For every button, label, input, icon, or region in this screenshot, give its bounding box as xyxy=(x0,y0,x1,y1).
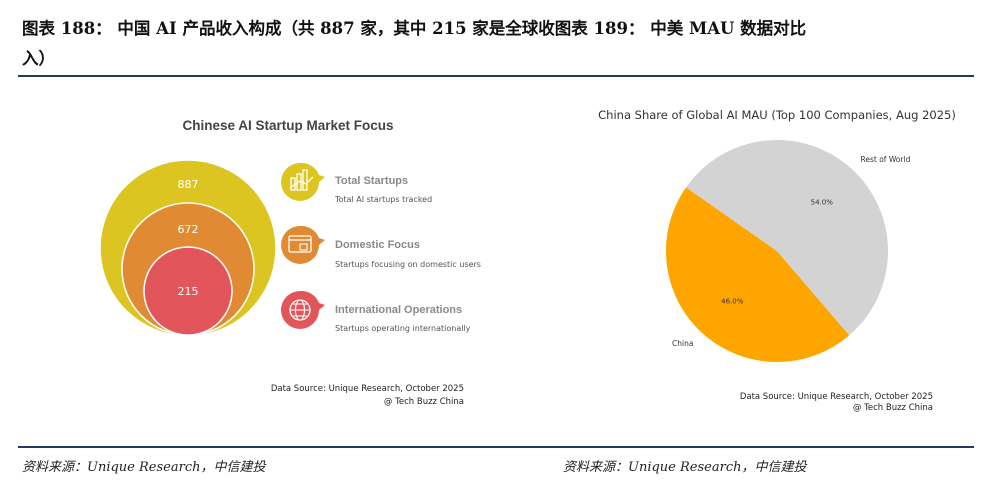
legend-domestic-label: Domestic Focus xyxy=(335,239,420,251)
legend-international-operations: International Operations Startups operat… xyxy=(281,290,471,333)
source-note-left: 资料来源：Unique Research，中信建投 xyxy=(22,460,266,475)
chart-growth-icon xyxy=(281,162,325,201)
right-chart-source-line1: Data Source: Unique Research, October 20… xyxy=(740,392,933,402)
left-chart-source-line2: @ Tech Buzz China xyxy=(384,397,464,407)
pie-percent-rest-of-world: 54.0% xyxy=(811,199,834,207)
figure-header-title-line2: 入） xyxy=(22,49,55,68)
pie-label-rest-of-world: Rest of World xyxy=(861,155,911,164)
header-rule xyxy=(18,75,974,77)
circle-domestic-value: 672 xyxy=(178,223,199,236)
legend-total-description: Total AI startups tracked xyxy=(334,195,432,204)
circle-total-value: 887 xyxy=(178,178,199,191)
right-chart: China Share of Global AI MAU (Top 100 Co… xyxy=(598,108,956,413)
right-chart-title: China Share of Global AI MAU (Top 100 Co… xyxy=(598,108,956,122)
pie-chart: China 46.0% Rest of World 54.0% xyxy=(665,140,911,363)
pie-percent-china: 46.0% xyxy=(721,297,744,305)
right-chart-source-line2: @ Tech Buzz China xyxy=(853,403,933,413)
figure-header-title-line1: 图表 188： 中国 AI 产品收入构成（共 887 家，其中 215 家是全球… xyxy=(22,19,807,38)
legend-domestic-description: Startups focusing on domestic users xyxy=(335,260,481,269)
legend-international-label: International Operations xyxy=(335,304,462,316)
legend-total-label: Total Startups xyxy=(335,175,408,187)
pie-slice-rest-of-world xyxy=(686,140,888,336)
figure-header-title: 图表 188： 中国 AI 产品收入构成（共 887 家，其中 215 家是全球… xyxy=(22,14,842,74)
pie-label-china: China xyxy=(672,339,693,348)
pie-slice-china xyxy=(665,187,850,363)
left-chart: Chinese AI Startup Market Focus 887 672 … xyxy=(99,118,481,407)
circle-international-value: 215 xyxy=(178,285,199,298)
legend-total-startups: Total Startups Total AI startups tracked xyxy=(281,162,432,204)
footer-rule xyxy=(18,446,974,448)
source-note-right: 资料来源：Unique Research，中信建投 xyxy=(563,460,807,475)
globe-icon xyxy=(281,290,325,329)
left-chart-source-line1: Data Source: Unique Research, October 20… xyxy=(271,384,464,394)
legend-domestic-focus: Domestic Focus Startups focusing on dome… xyxy=(281,225,481,269)
left-chart-title: Chinese AI Startup Market Focus xyxy=(182,118,393,133)
browser-window-icon xyxy=(281,225,325,264)
circle-international xyxy=(143,246,233,336)
legend-international-description: Startups operating internationally xyxy=(335,324,471,333)
